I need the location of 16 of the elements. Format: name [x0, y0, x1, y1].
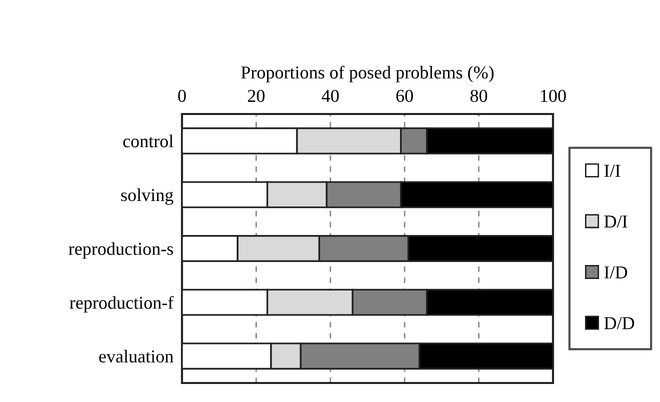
x-tick-label: 60: [396, 90, 413, 102]
x-tick-label: 20: [248, 90, 265, 102]
y-tick-label: reproduction-s: [68, 242, 174, 259]
y-tick-label: reproduction-f: [70, 296, 174, 312]
x-tick-label: 80: [470, 90, 488, 102]
x-tick-label: 0: [178, 90, 186, 102]
y-tick-label: control: [123, 134, 174, 148]
y-tick-label: evaluation: [99, 350, 174, 363]
legend-label: I/D: [604, 266, 628, 278]
chart-title: Proportions of posed problems (%): [241, 66, 494, 82]
y-tick-label: solving: [121, 188, 174, 205]
x-tick-label: 40: [322, 90, 339, 102]
legend-label: D/I: [604, 216, 628, 228]
legend-label: I/I: [604, 164, 620, 177]
legend-label: D/D: [604, 317, 634, 330]
x-tick-label: 100: [541, 90, 566, 102]
